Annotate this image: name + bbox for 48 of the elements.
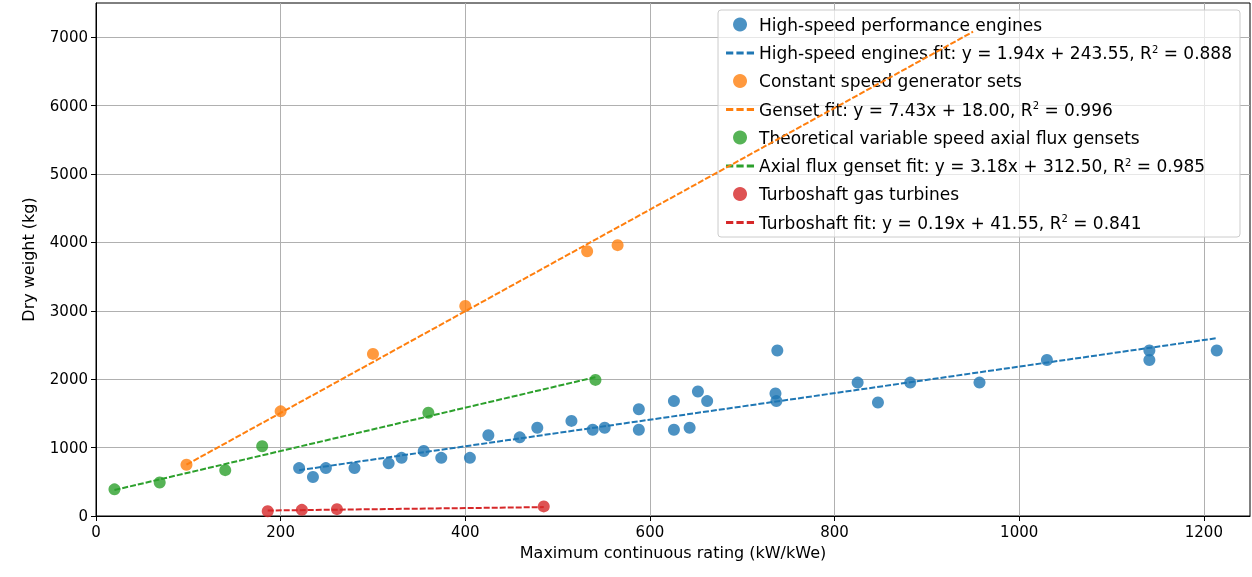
point [581,245,594,258]
y-axis-title: Dry weight (kg) [18,197,38,322]
point [973,376,986,389]
point [348,462,361,475]
y-tick-label: 2000 [49,370,88,389]
point [1143,354,1156,367]
point [683,421,696,434]
x-tick-label: 200 [266,522,295,541]
point [463,451,476,464]
point [219,464,232,477]
y-tick-label: 5000 [49,165,88,183]
point [871,396,884,409]
x-tick-label: 1000 [1000,522,1039,541]
point [771,344,784,357]
x-axis-title: Maximum continuous rating (kW/kWe) [519,542,827,562]
y-tick-label: 0 [78,507,88,525]
point [1210,344,1223,357]
y-tick-label: 4000 [49,233,88,252]
point [691,385,704,398]
point [667,395,680,408]
point [851,376,864,389]
point [482,429,495,442]
point [459,300,472,313]
point [667,423,680,436]
point [306,471,319,484]
point [531,421,544,434]
point [366,347,379,360]
point [632,423,645,436]
point [435,451,448,464]
point [611,239,624,252]
legend-label: Turboshaft gas turbines [758,184,960,204]
point [701,395,714,408]
point [632,403,645,416]
point [537,500,550,513]
x-tick-label: 0 [91,522,101,541]
x-tick-label: 1200 [1184,522,1223,541]
x-tick-label: 800 [820,522,849,541]
point [382,457,395,470]
x-tick-label: 600 [635,522,665,541]
y-tick-label: 1000 [49,438,88,457]
legend-label: High-speed performance engines [759,14,1043,35]
point [565,414,578,427]
x-tick-label: 400 [450,522,480,541]
y-tick-label: 3000 [49,301,88,320]
y-tick-label: 7000 [49,28,88,47]
point [293,462,306,475]
point [256,440,269,453]
y-tick-label: 6000 [49,96,88,115]
